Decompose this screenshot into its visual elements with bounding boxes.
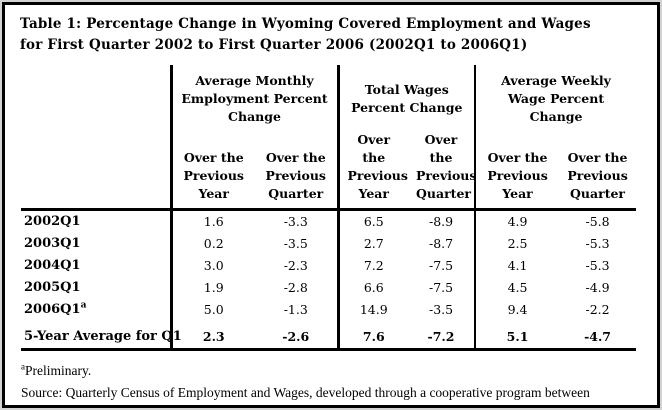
table-title: Table 1: Percentage Change in Wyoming Co… [20,16,591,53]
data-cell: -7.2 [408,320,476,351]
data-cell: 2.3 [169,320,255,351]
data-cell: 6.5 [336,209,409,232]
data-cell: -1.3 [283,301,308,317]
data-cell: -8.9 [428,214,454,229]
footnote-marker: a [21,361,25,372]
preliminary-footnote-marker: a [80,300,87,311]
sub-header: Over the Previous Year [336,129,409,211]
column-group-header: Total Wages Percent Change [336,65,476,129]
data-cell: -5.3 [585,235,610,251]
data-cell: 7.2 [336,254,409,276]
table-row: 2006Q1a 5.0 -1.3 14.9 -3.5 9.4 -2.2 [21,298,636,320]
sub-header: Over the Previous Quarter [408,129,476,211]
data-cell: -2.6 [255,320,339,351]
table-row: 2002Q1 1.6 -3.3 6.5 -8.9 4.9 -5.8 [21,209,636,232]
data-cell: 4.9 [474,209,560,232]
data-cell: 6.6 [336,276,409,298]
column-group-row: Average Monthly Employment Percent Chang… [21,65,637,211]
sub-header: Over the Previous Quarter [255,129,339,211]
summary-row: 5-Year Average for Q1 2.3 -2.6 7.6 -7.2 … [21,320,637,351]
data-cell: 4.1 [474,254,560,276]
data-cell: -4.7 [559,320,637,351]
data-cell: -3.5 [283,235,308,251]
column-group-header: Average Weekly Wage Percent Change [474,65,637,129]
data-cell: 7.6 [336,320,409,351]
footnote-source: Source: Quarterly Census of Employment a… [21,384,590,400]
data-cell: 1.6 [169,209,255,232]
data-cell: 0.2 [169,232,255,254]
sub-header: Over the Previous Quarter [559,129,637,211]
data-cell: -3.3 [283,214,308,229]
footnotes: aPreliminary. Source: Quarterly Census o… [21,360,621,405]
row-label: 5-Year Average for Q1 [21,320,182,351]
data-cell: -5.3 [585,257,610,273]
data-cell: -5.8 [585,214,610,229]
table-row: 2005Q1 1.9 -2.8 6.6 -7.5 4.5 -4.9 [21,276,636,298]
sub-header-row: Over the Previous Year Over the Previous… [21,129,637,211]
row-label: 2006Q1a [24,300,87,317]
data-cell: -2.3 [283,257,308,273]
column-group-header: Average Monthly Employment Percent Chang… [169,65,339,129]
row-label: 2003Q1 [24,235,81,251]
footnote-preliminary: aPreliminary. [21,361,92,378]
data-cell: -4.9 [585,279,610,295]
sub-header: Over the Previous Year [474,129,560,211]
data-cell: -8.7 [428,235,454,251]
data-cell: -2.8 [283,279,308,295]
data-cell: 1.9 [169,276,255,298]
table-row: 2003Q1 0.2 -3.5 2.7 -8.7 2.5 -5.3 [21,232,636,254]
data-cell: 14.9 [336,298,409,320]
row-label: 2005Q1 [24,279,81,295]
label-column-header [21,65,171,211]
data-cell: -3.5 [428,301,454,317]
row-label: 2002Q1 [24,214,81,229]
data-cell: 2.7 [336,232,409,254]
data-cell: -2.2 [585,301,610,317]
sub-header: Over the Previous Year [169,129,255,211]
data-cell: -7.5 [428,279,454,295]
data-cell: 5.1 [474,320,560,351]
data-cell: 5.0 [169,298,255,320]
data-table: Average Monthly Employment Percent Chang… [21,65,637,351]
data-cell: 9.4 [474,298,560,320]
row-label: 2004Q1 [24,257,81,273]
table-row: 2004Q1 3.0 -2.3 7.2 -7.5 4.1 -5.3 [21,254,636,276]
data-cell: 3.0 [169,254,255,276]
data-cell: 4.5 [474,276,560,298]
data-cell: 2.5 [474,232,560,254]
data-cell: -7.5 [428,257,454,273]
